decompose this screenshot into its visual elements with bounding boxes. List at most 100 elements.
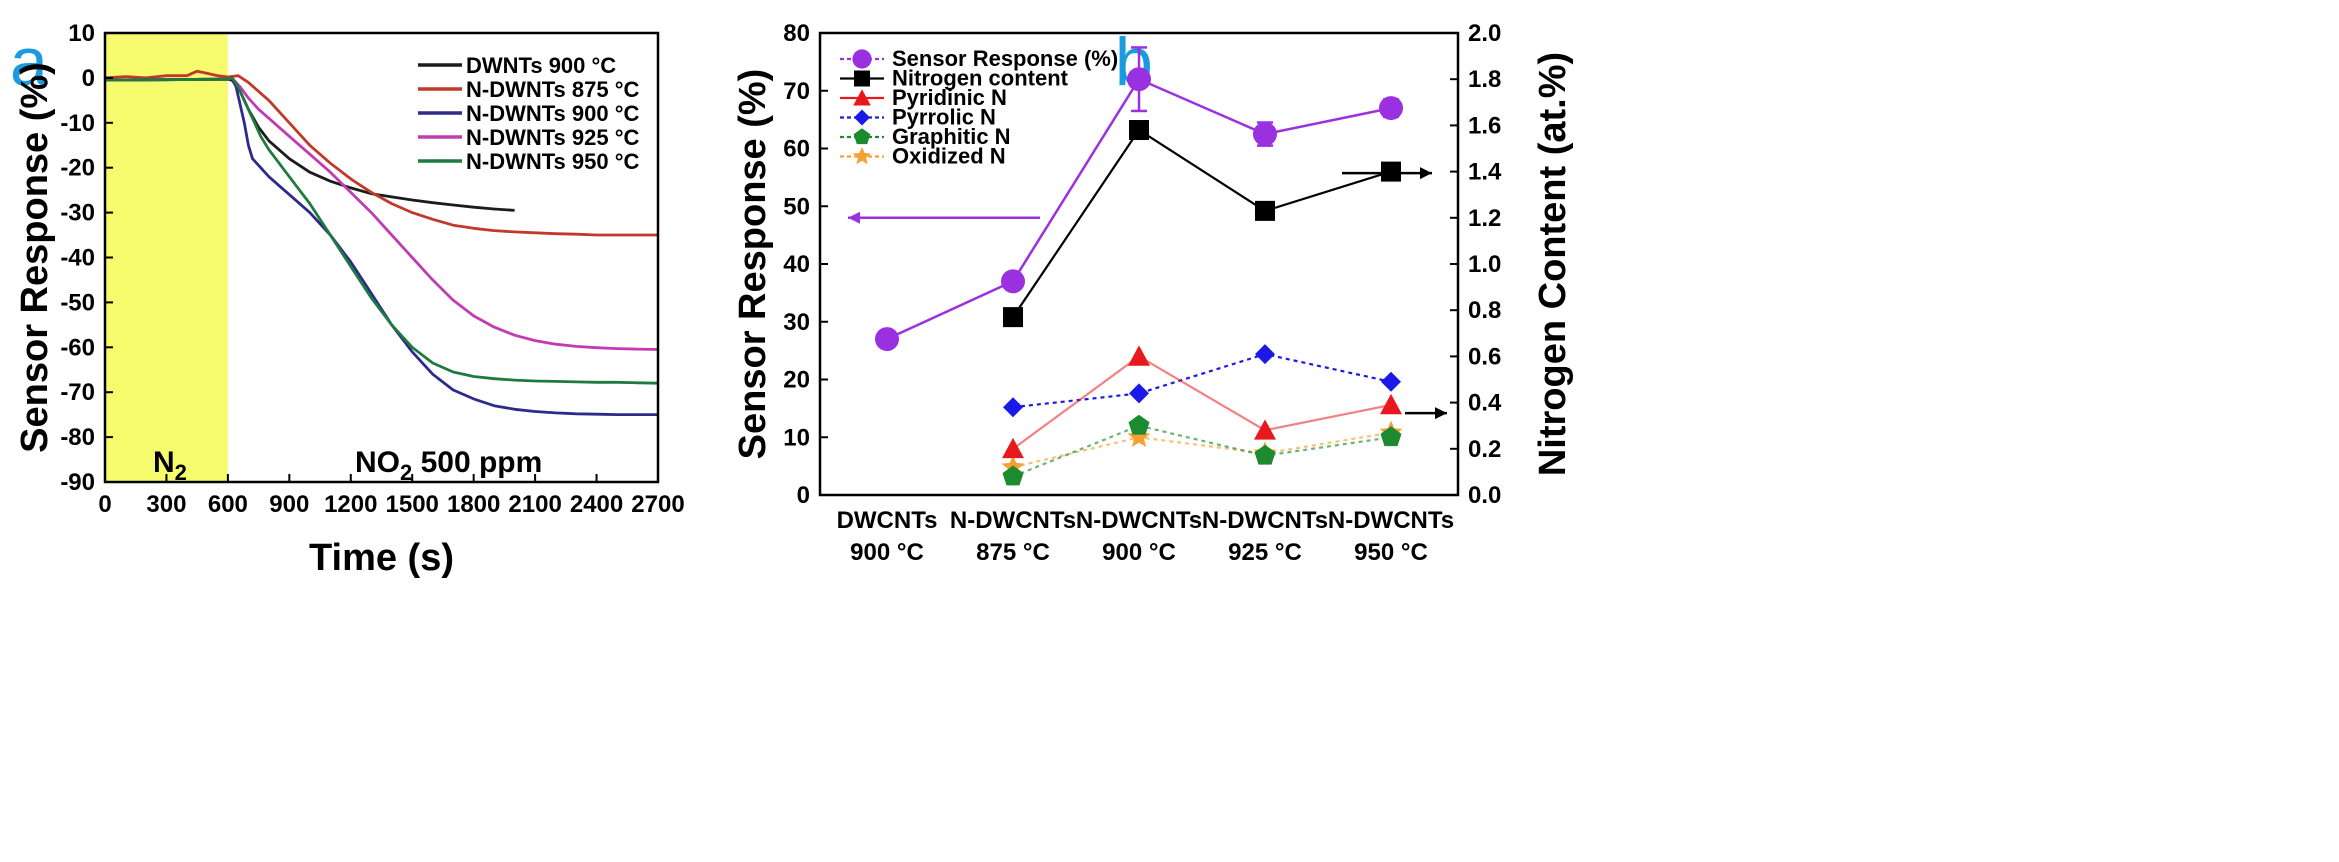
panel-b-legend: Sensor Response (%)Nitrogen contentPyrid… [840, 46, 1118, 169]
x-tick-label: 2100 [508, 491, 561, 518]
legend-label: Graphitic N [892, 124, 1011, 149]
y-tick-label: 50 [783, 193, 810, 220]
y-tick-label: 30 [783, 309, 810, 336]
category-label-line1: N-DWCNTs [950, 507, 1076, 534]
panel-a-x-axis-label: Time (s) [309, 537, 454, 579]
data-point-pentagon [1128, 414, 1150, 435]
y-tick-label: -30 [60, 200, 95, 227]
y2-tick-label: 0.6 [1468, 343, 1501, 370]
panel-a: a 0 300 600 900 1200 1500 1800 2100 2400 2700 10 0… [10, 20, 685, 579]
x-tick-label: 2700 [631, 491, 684, 518]
data-point-pentagon [1002, 465, 1024, 486]
data-point-star [1127, 425, 1151, 447]
legend-label: N-DWNTs 900 °C [466, 101, 640, 126]
legend-label: Pyridinic N [892, 85, 1007, 110]
y-tick-label: 0 [797, 482, 810, 509]
category-label-line2: 875 °C [976, 539, 1050, 566]
category-label-line2: 900 °C [850, 539, 924, 566]
data-point-square [1003, 307, 1023, 328]
panel-b-right-axis-label: Nitrogen Content (at.%) [1532, 52, 1574, 476]
data-point-diamond [1381, 371, 1401, 392]
y-tick-label: -70 [60, 379, 95, 406]
data-point-triangle [1380, 393, 1402, 415]
y-tick-label: 0 [82, 65, 95, 92]
data-point-circle [1253, 122, 1277, 147]
series-line-nitrogen-content [1012, 128, 1392, 318]
category-label-line1: N-DWCNTs [1202, 507, 1328, 534]
category-label-line1: N-DWCNTs [1076, 507, 1202, 534]
y2-tick-label: 1.2 [1468, 205, 1501, 232]
legend-marker [853, 128, 871, 145]
series-line-oxidized-n [1012, 431, 1392, 469]
legend-label: N-DWNTs 950 °C [466, 149, 640, 174]
y-tick-label: -20 [60, 155, 95, 182]
data-point-diamond [1003, 397, 1023, 418]
data-point-pentagon [1254, 444, 1276, 465]
x-tick-label: 1800 [447, 491, 500, 518]
data-point-triangle [1002, 437, 1024, 459]
legend-label: Nitrogen content [892, 66, 1069, 91]
panel-a-letter: a [10, 24, 48, 100]
y2-tick-label: 0.4 [1468, 390, 1502, 417]
data-point-diamond [1129, 383, 1149, 404]
y-tick-label: 80 [783, 20, 810, 47]
legend-marker [853, 89, 871, 106]
x-tick-label: 900 [269, 491, 309, 518]
category-label-line2: 950 °C [1354, 539, 1428, 566]
category-label-line1: N-DWCNTs [1328, 507, 1454, 534]
y-tick-label: -90 [60, 469, 95, 496]
n2-shaded-region [105, 33, 228, 482]
y-tick-label: -80 [60, 424, 95, 451]
series-line-4 [104, 76, 659, 351]
left-axis-arrow-head [848, 211, 860, 224]
data-point-pentagon [1380, 426, 1402, 447]
series-line-pyrrolic-n [1012, 352, 1392, 409]
y-tick-label: -10 [60, 110, 95, 137]
legend-marker [854, 109, 870, 126]
legend-label: DWNTs 900 °C [466, 53, 616, 78]
data-point-square [1381, 161, 1401, 182]
data-point-diamond [1255, 344, 1275, 365]
data-point-square [1255, 200, 1275, 221]
right-axis-arrow-small-head [1435, 407, 1447, 420]
data-point-circle [1001, 269, 1025, 294]
x-tick-label: 0 [98, 491, 111, 518]
legend-marker [852, 146, 872, 165]
y2-tick-label: 1.8 [1468, 66, 1501, 93]
category-label-line2: 925 °C [1228, 539, 1302, 566]
data-point-circle [1127, 67, 1151, 92]
y-tick-label: -60 [60, 334, 95, 361]
legend-label: N-DWNTs 925 °C [466, 125, 640, 150]
y2-tick-label: 1.0 [1468, 251, 1501, 278]
legend-label: Sensor Response (%) [892, 46, 1118, 71]
y2-tick-label: 0.0 [1468, 482, 1501, 509]
data-point-triangle [1254, 419, 1276, 440]
category-label-line1: DWCNTs [837, 507, 938, 534]
y2-tick-label: 1.6 [1468, 112, 1501, 139]
y-tick-label: 10 [68, 20, 95, 47]
series-line-graphitic-n [1012, 424, 1392, 478]
y-tick-label: 40 [783, 251, 810, 278]
series-line-pyridinic-n [1012, 355, 1392, 450]
legend-label: N-DWNTs 875 °C [466, 77, 640, 102]
y-tick-label: 70 [783, 78, 810, 105]
legend-marker [852, 49, 872, 69]
legend-marker [854, 70, 870, 87]
series-line-3 [104, 76, 658, 417]
y2-tick-label: 0.8 [1468, 297, 1501, 324]
series-line-5 [104, 76, 659, 385]
x-tick-label: 600 [208, 491, 248, 518]
panel-b-left-axis-label: Sensor Response (%) [732, 69, 774, 460]
x-tick-label: 1500 [386, 491, 439, 518]
data-point-square [1129, 120, 1149, 141]
x-tick-label: 300 [146, 491, 186, 518]
data-point-circle [875, 327, 899, 352]
legend-label: Oxidized N [892, 144, 1006, 169]
right-axis-arrow-head [1420, 167, 1432, 180]
x-tick-label: 2400 [570, 491, 623, 518]
no2-annotation: NO2 500 ppm [355, 446, 542, 485]
legend-label: Pyrrolic N [892, 105, 996, 130]
y2-tick-label: 0.2 [1468, 436, 1501, 463]
